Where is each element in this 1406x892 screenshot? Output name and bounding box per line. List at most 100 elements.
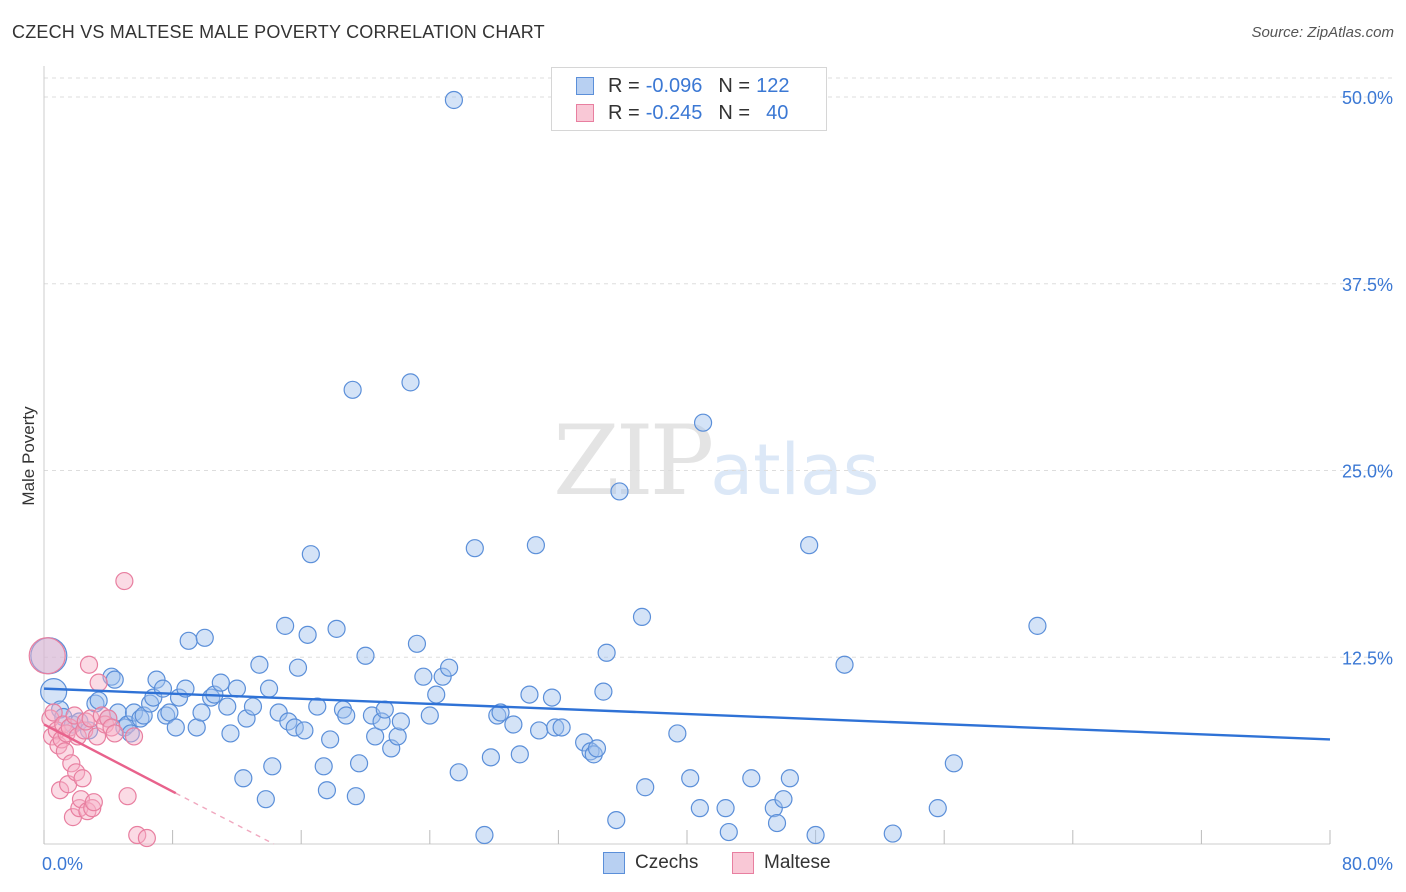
czechs-point [719, 822, 738, 842]
maltese-trend-line [43, 723, 177, 795]
axis-labels: 12.5% 25.0% 37.5% 50.0% 0.0% 80.0% Male Povert… [19, 88, 1393, 874]
czechs-point [121, 724, 140, 743]
czechs-point [295, 721, 314, 740]
czechs-point [89, 691, 108, 710]
czechs-point [774, 790, 793, 809]
czechs-point [427, 685, 446, 704]
czechs-r-label: R = [608, 74, 640, 97]
czechs-point [481, 748, 500, 767]
czechs-point [546, 718, 565, 737]
czechs-point [227, 679, 246, 698]
czechs-point [288, 658, 308, 677]
y-tick-label: 25.0% [1342, 462, 1393, 482]
czechs-point [317, 781, 337, 800]
czechs-point [597, 643, 616, 662]
czechs-point [343, 380, 362, 399]
maltese-point [62, 754, 81, 773]
maltese-point [73, 769, 92, 788]
czechs-r-value: -0.096 [645, 74, 703, 97]
czechs-point [401, 373, 420, 392]
y-axis-title: Male Poverty [19, 406, 38, 506]
czechs-point [1028, 616, 1047, 635]
czechs-point [668, 724, 687, 743]
maltese-point [44, 703, 63, 722]
y-tick-label: 12.5% [1342, 648, 1393, 668]
czechs-point [407, 634, 427, 653]
czechs-point [276, 616, 295, 635]
czechs-point [465, 539, 484, 558]
czechs-n-value: 122 [756, 74, 790, 97]
maltese-point [118, 787, 137, 806]
czechs-point [211, 673, 230, 692]
source-label: Source: ZipAtlas.com [1251, 24, 1394, 41]
maltese-point [79, 655, 99, 674]
czechs-point [195, 628, 214, 647]
czechs-point [234, 769, 253, 788]
czechs-point [632, 607, 652, 627]
czechs-point [192, 703, 211, 722]
czechs-point [420, 706, 439, 725]
x-tick-label-max: 80.0% [1342, 854, 1393, 874]
maltese-point [76, 712, 95, 731]
chart-title: CZECH VS MALTESE MALE POVERTY CORRELATIO… [12, 22, 545, 42]
czechs-point [928, 799, 947, 818]
czechs-point [767, 813, 787, 833]
czechs-point [202, 688, 221, 707]
czechs-point [475, 825, 494, 845]
czechs-point [356, 646, 375, 665]
czechs-point [530, 721, 549, 740]
maltese-point [78, 802, 97, 821]
czechs-point [526, 536, 545, 555]
czechs-point [157, 706, 176, 725]
axes [43, 66, 1331, 845]
czechs-point [681, 769, 700, 788]
czechs-point [147, 670, 166, 689]
czechs-point [105, 670, 124, 689]
watermark-atlas: atlas [710, 429, 880, 511]
czechs-point [391, 712, 410, 731]
bottom-maltese-swatch [732, 852, 754, 874]
czechs-point [504, 715, 523, 734]
czechs-point [346, 787, 365, 806]
bottom-maltese-label: Maltese [764, 852, 831, 873]
czechs-point [433, 667, 452, 686]
legend-row-czechs: R = -0.096 N = 122 [576, 74, 789, 98]
maltese-n-value: 40 [766, 101, 789, 124]
czechs-point [449, 763, 468, 782]
czechs-swatch [576, 77, 594, 95]
czechs-point [552, 718, 571, 737]
maltese-n-label: N = [718, 101, 751, 124]
czechs-point [414, 667, 433, 686]
maltese-points [28, 571, 156, 848]
czechs-point [256, 790, 275, 809]
maltese-point [28, 637, 66, 675]
legend-row-maltese: R = -0.245 N = 40 [576, 101, 788, 125]
czechs-point [800, 536, 819, 555]
bottom-czechs-swatch [603, 852, 625, 874]
czechs-point [349, 754, 369, 773]
x-tick-label-min: 0.0% [42, 854, 83, 874]
maltese-point [115, 571, 134, 591]
czechs-point [250, 655, 269, 674]
czechs-point [40, 678, 68, 706]
czechs-points [30, 90, 1047, 845]
maltese-point [124, 727, 144, 746]
czechs-point [594, 682, 613, 701]
watermark: ZIPatlas [553, 405, 879, 517]
czechs-point [542, 688, 562, 707]
maltese-point [105, 724, 124, 743]
bottom-legend-czechs: Czechs [603, 852, 698, 874]
czechs-point [690, 799, 709, 818]
czechs-point [218, 697, 237, 716]
czechs-point [883, 824, 902, 843]
maltese-swatch [576, 104, 594, 122]
czechs-point [520, 685, 539, 704]
grid-lines [44, 77, 1394, 658]
watermark-zip: ZIP [553, 405, 714, 517]
maltese-point [89, 673, 108, 692]
czechs-point [131, 709, 150, 728]
czechs-point [179, 631, 198, 650]
maltese-r-value: -0.245 [645, 101, 703, 124]
czechs-point [327, 619, 346, 638]
